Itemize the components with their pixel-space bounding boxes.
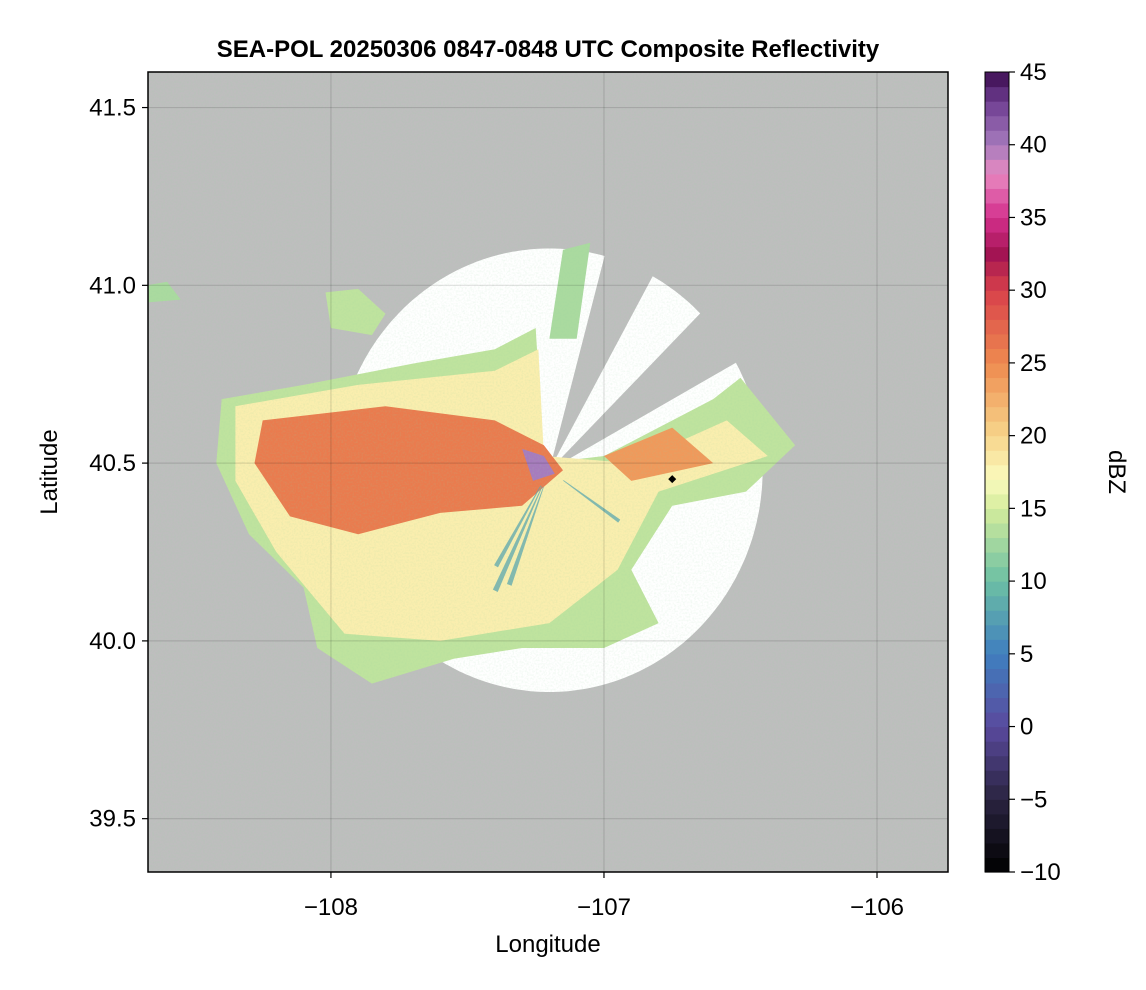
colorbar-segment [985,537,1009,553]
colorbar-segment [985,668,1009,684]
colorbar-segment [985,595,1009,611]
y-axis-ticks: 39.5 40.0 40.5 41.0 41.5 [89,95,148,833]
colorbar-segment [985,392,1009,408]
colorbar-segment [985,682,1009,699]
reflectivity-echoes [148,72,948,872]
y-tick-label: 41.5 [89,95,136,122]
colorbar-segment [985,333,1009,349]
colorbar-segment [985,173,1009,189]
colorbar-segment [985,697,1009,713]
colorbar-segment [985,290,1009,306]
colorbar-segment [985,726,1009,742]
colorbar-segment [985,828,1009,844]
x-axis-ticks: −108 −107 −106 [304,872,904,921]
colorbar [984,71,1010,873]
colorbar-label: dBZ [1103,450,1130,494]
colorbar-segment [985,784,1009,800]
colorbar-segment [985,435,1009,451]
colorbar-ticks: −10 −5 0 5 10 15 20 25 30 35 40 45 [1009,59,1061,886]
colorbar-segment [985,275,1009,291]
colorbar-segment [985,101,1009,117]
colorbar-segment [985,319,1009,335]
y-tick-label: 40.0 [89,628,136,655]
colorbar-segment [985,813,1009,829]
y-axis-label: Latitude [36,429,63,514]
colorbar-tick-label: 20 [1020,423,1047,450]
colorbar-segment [985,639,1009,655]
y-tick-label: 41.0 [89,272,136,299]
colorbar-segment [985,464,1009,480]
x-tick-label: −107 [577,894,631,921]
colorbar-segment [985,799,1009,815]
colorbar-frame [984,71,1010,873]
colorbar-segment [985,450,1009,466]
colorbar-segment [985,115,1009,131]
colorbar-segment [985,755,1009,771]
colorbar-segment [985,842,1009,859]
colorbar-tick-label: 25 [1020,350,1047,377]
colorbar-segment [985,362,1009,379]
colorbar-tick-label: 30 [1020,277,1047,304]
colorbar-segment [985,232,1009,248]
plot-frame [147,71,949,873]
colorbar-tick-label: 40 [1020,132,1047,159]
x-axis-label: Longitude [495,931,600,958]
colorbar-segment [985,624,1009,640]
plot-area [148,72,948,872]
colorbar-segment [985,712,1009,728]
colorbar-segment [985,770,1009,786]
colorbar-tick-label: 5 [1020,641,1033,668]
colorbar-segment [985,406,1009,422]
colorbar-segment [985,653,1009,669]
colorbar-segment [985,144,1009,160]
colorbar-tick-label: 0 [1020,714,1033,741]
colorbar-tick-label: −10 [1020,859,1061,886]
x-tick-label: −106 [850,894,904,921]
colorbar-segment [985,741,1009,757]
colorbar-segment [985,566,1009,582]
colorbar-tick-label: −5 [1020,786,1047,813]
colorbar-segment [985,377,1009,393]
colorbar-tick-label: 35 [1020,204,1047,231]
grid-lines [148,72,948,872]
colorbar-tick-label: 15 [1020,495,1047,522]
colorbar-segment [985,159,1009,175]
y-tick-label: 40.5 [89,450,136,477]
colorbar-segment [985,246,1009,262]
colorbar-segment [985,610,1009,626]
colorbar-segment [985,261,1009,277]
colorbar-segment [985,130,1009,146]
colorbar-tick-label: 45 [1020,59,1047,86]
colorbar-segment [985,304,1009,320]
colorbar-segment [985,581,1009,597]
y-tick-label: 39.5 [89,806,136,833]
colorbar-segment [985,857,1009,873]
colorbar-segment [985,202,1009,219]
colorbar-segment [985,348,1009,364]
echo-texture [148,72,948,872]
colorbar-segment [985,188,1009,204]
colorbar-segment [985,479,1009,495]
colorbar-segment [985,508,1009,524]
colorbar-segment [985,493,1009,509]
colorbar-segment [985,86,1009,102]
colorbar-segment [985,552,1009,568]
colorbar-segment [985,217,1009,233]
x-tick-label: −108 [304,894,358,921]
colorbar-segment [985,522,1009,539]
site-marker-diamond [668,475,677,484]
chart-title: SEA-POL 20250306 0847-0848 UTC Composite… [217,36,880,63]
colorbar-segment [985,72,1009,88]
colorbar-segment [985,421,1009,437]
colorbar-tick-label: 10 [1020,568,1047,595]
